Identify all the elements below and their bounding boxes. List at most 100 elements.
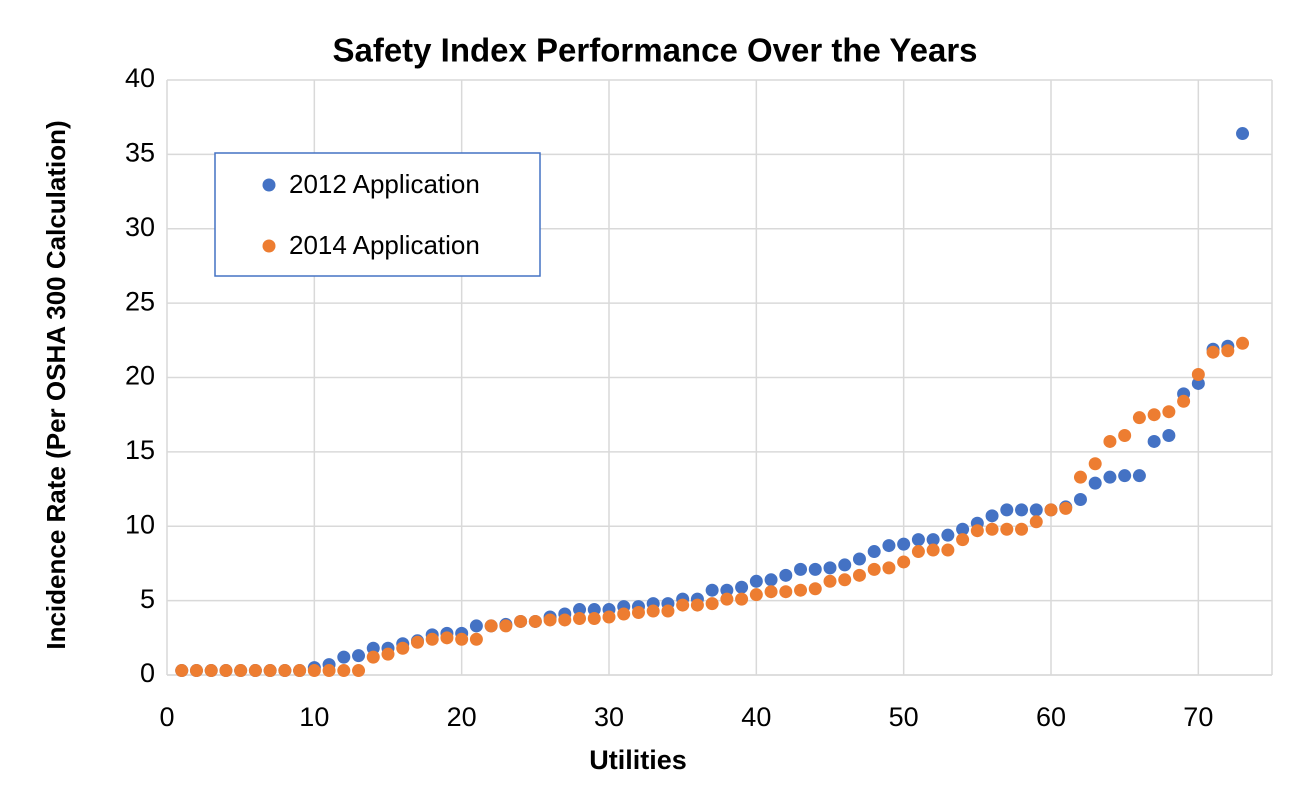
- point: [337, 650, 351, 664]
- point: [823, 574, 837, 588]
- point: [1162, 405, 1176, 419]
- point: [352, 664, 366, 678]
- y-tick-label: 10: [125, 509, 155, 539]
- point: [278, 664, 292, 678]
- point: [735, 592, 749, 606]
- point: [808, 562, 822, 576]
- point: [189, 664, 203, 678]
- point: [1015, 522, 1029, 536]
- point: [852, 552, 866, 566]
- point: [396, 641, 410, 655]
- point: [1000, 503, 1014, 517]
- point: [1103, 434, 1117, 448]
- point: [985, 522, 999, 536]
- point: [1236, 336, 1250, 350]
- point: [484, 619, 498, 633]
- point: [1236, 127, 1250, 141]
- point: [587, 603, 601, 617]
- y-axis-label: Incidence Rate (Per OSHA 300 Calculation…: [41, 120, 71, 649]
- point: [897, 537, 911, 551]
- legend: 2012 Application 2014 Application: [214, 152, 541, 277]
- point: [410, 635, 424, 649]
- chart-title: Safety Index Performance Over the Years: [332, 32, 977, 69]
- point: [499, 619, 513, 633]
- point: [823, 561, 837, 575]
- point: [661, 604, 675, 618]
- point: [867, 545, 881, 559]
- point: [307, 664, 321, 678]
- point: [573, 611, 587, 625]
- legend-label: 2014 Application: [289, 230, 480, 260]
- point: [219, 664, 233, 678]
- x-tick-label: 50: [889, 702, 919, 732]
- point: [425, 632, 439, 646]
- point: [1118, 469, 1132, 483]
- point: [956, 533, 970, 547]
- point: [1147, 408, 1161, 422]
- point: [366, 641, 380, 655]
- point: [911, 545, 925, 559]
- point: [337, 664, 351, 678]
- point: [1000, 522, 1014, 536]
- x-tick-label: 70: [1183, 702, 1213, 732]
- point: [587, 611, 601, 625]
- point: [440, 631, 454, 645]
- legend-marker: [262, 178, 276, 192]
- y-tick-label: 35: [125, 138, 155, 168]
- point: [941, 528, 955, 542]
- x-tick-label: 60: [1036, 702, 1066, 732]
- point: [705, 597, 719, 611]
- point: [749, 574, 763, 588]
- point: [528, 614, 542, 628]
- point: [617, 607, 631, 621]
- point: [263, 664, 277, 678]
- point: [926, 543, 940, 557]
- y-tick-label: 40: [125, 63, 155, 93]
- point: [808, 582, 822, 596]
- point: [1132, 411, 1146, 425]
- point: [322, 664, 336, 678]
- x-axis-label: Utilities: [589, 745, 687, 775]
- point: [1088, 457, 1102, 471]
- point: [1059, 501, 1073, 515]
- point: [1206, 345, 1220, 359]
- point: [248, 664, 262, 678]
- point: [646, 604, 660, 618]
- point: [293, 664, 307, 678]
- point: [779, 585, 793, 599]
- point: [1073, 492, 1087, 506]
- point: [543, 613, 557, 627]
- point: [926, 533, 940, 547]
- point: [1029, 515, 1043, 529]
- point: [970, 524, 984, 538]
- point: [175, 664, 189, 678]
- point: [720, 592, 734, 606]
- point: [455, 632, 469, 646]
- point: [985, 509, 999, 523]
- y-tick-label: 15: [125, 435, 155, 465]
- point: [735, 580, 749, 594]
- point: [1191, 376, 1205, 390]
- point: [234, 664, 248, 678]
- point: [1044, 503, 1058, 517]
- x-tick-label: 10: [299, 702, 329, 732]
- y-tick-label: 25: [125, 286, 155, 316]
- point: [779, 568, 793, 582]
- point: [204, 664, 218, 678]
- point: [469, 632, 483, 646]
- legend-box: [214, 152, 541, 277]
- legend-label: 2012 Application: [289, 169, 480, 199]
- point: [558, 613, 572, 627]
- point: [469, 619, 483, 633]
- point: [764, 573, 778, 587]
- x-tick-label: 20: [447, 702, 477, 732]
- y-tick-label: 20: [125, 361, 155, 391]
- point: [1162, 429, 1176, 443]
- point: [764, 585, 778, 599]
- point: [1073, 470, 1087, 484]
- point: [720, 583, 734, 597]
- point: [882, 561, 896, 575]
- point: [705, 583, 719, 597]
- point: [573, 603, 587, 617]
